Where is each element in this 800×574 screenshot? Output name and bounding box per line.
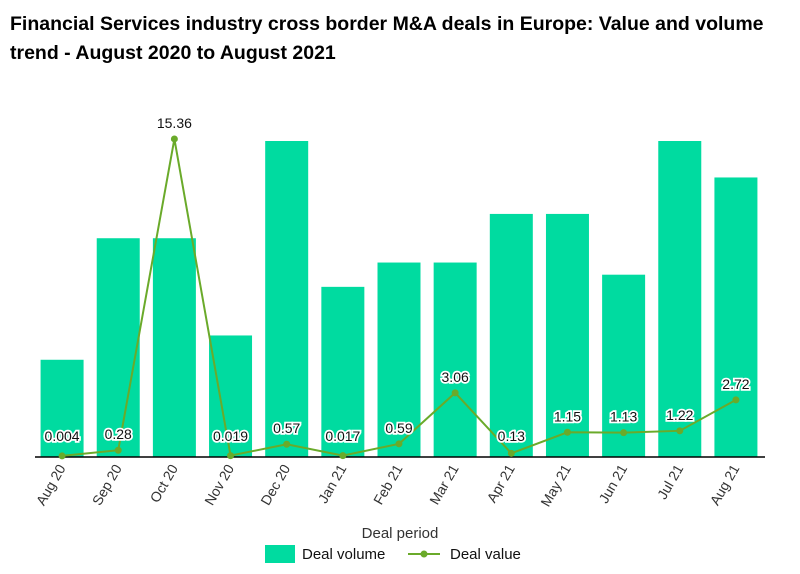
x-tick-label: Sep 20	[89, 461, 125, 508]
deal-value-data-label: 1.15	[554, 408, 581, 424]
bar-oct-20	[152, 238, 196, 457]
deal-value-point	[58, 452, 66, 460]
deal-value-point	[563, 428, 571, 436]
legend: Deal volume Deal value	[265, 545, 521, 563]
x-axis-title: Deal period	[362, 525, 439, 542]
x-tick-label: Apr 21	[483, 461, 518, 505]
deal-value-data-label: 0.28	[105, 426, 132, 442]
bar-jul-21	[658, 141, 702, 457]
x-tick-label: Jun 21	[595, 461, 630, 506]
legend-swatch-deal-value-marker	[420, 550, 428, 558]
x-tick-label: Oct 20	[147, 461, 182, 505]
deal-value-point	[395, 440, 403, 448]
deal-value-point	[283, 440, 291, 448]
deal-value-point	[620, 429, 628, 437]
bar-may-21	[545, 213, 589, 457]
x-axis-ticks: Aug 20 Sep 20 Oct 20 Nov 20 Dec 20 Jan 21 Feb …	[33, 461, 743, 509]
deal-value-point	[339, 452, 347, 460]
bar-aug-20	[40, 359, 84, 457]
deal-value-data-label: 0.004	[45, 428, 80, 444]
x-tick-label: Jul 21	[654, 461, 687, 502]
deal-value-data-label: 1.13	[610, 409, 637, 425]
deal-value-point	[114, 446, 122, 454]
bar-apr-21	[489, 213, 533, 457]
x-tick-label: Feb 21	[370, 461, 406, 507]
deal-value-point	[227, 452, 235, 460]
bar-dec-20	[265, 141, 309, 457]
deal-value-point	[732, 396, 740, 404]
deal-value-data-label: 0.57	[273, 420, 300, 436]
line-series-deal-value: 0.004 0.28 15.36 0.019 0.57 0.017 0.59 3.06 0.13…	[43, 113, 752, 460]
deal-value-data-label: 1.22	[666, 407, 693, 423]
legend-label-deal-value: Deal value	[450, 546, 521, 563]
deal-value-data-label: 3.06	[442, 369, 469, 385]
x-tick-label: Mar 21	[426, 461, 462, 507]
bar-series-deal-volume	[40, 141, 758, 457]
deal-value-point	[676, 427, 684, 435]
x-tick-label: Aug 21	[706, 461, 742, 508]
legend-swatch-deal-volume	[265, 545, 295, 563]
deal-value-data-label: 0.13	[498, 428, 525, 444]
deal-value-point	[507, 449, 515, 457]
deal-value-point	[170, 135, 178, 143]
x-tick-label: Aug 20	[33, 461, 69, 508]
bar-jun-21	[602, 274, 646, 457]
bar-mar-21	[433, 262, 477, 457]
chart-title: Financial Services industry cross border…	[10, 13, 764, 64]
x-tick-label: May 21	[537, 461, 574, 509]
legend-label-deal-volume: Deal volume	[302, 546, 385, 563]
x-tick-label: Jan 21	[315, 461, 350, 506]
bar-sep-20	[96, 238, 140, 457]
bar-feb-21	[377, 262, 421, 457]
deal-value-data-label: 2.72	[722, 376, 749, 392]
x-tick-label: Dec 20	[257, 461, 293, 508]
deal-value-data-label: 15.36	[157, 115, 192, 131]
deal-value-data-label: 0.017	[325, 428, 360, 444]
x-tick-label: Nov 20	[201, 461, 237, 508]
bar-aug-21	[714, 177, 758, 457]
deal-value-point	[451, 389, 459, 397]
bar-nov-20	[209, 335, 253, 457]
deal-value-data-label: 0.019	[213, 428, 248, 444]
bar-jan-21	[321, 286, 365, 457]
deal-value-data-label: 0.59	[385, 420, 412, 436]
